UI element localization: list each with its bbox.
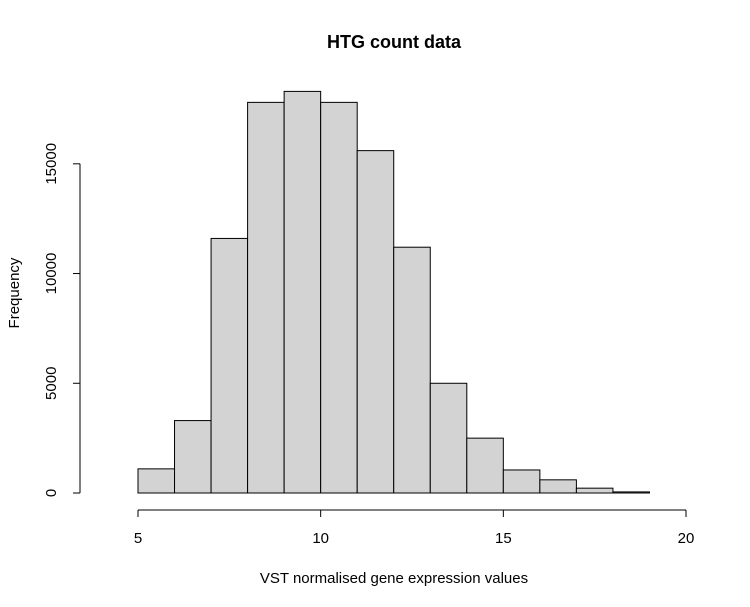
histogram-bar [247, 101, 285, 494]
histogram-bar [356, 150, 395, 494]
histogram-bar [429, 382, 468, 494]
histogram-bar [466, 437, 504, 494]
x-axis: 5 10 15 20 [134, 509, 695, 547]
x-tick-label: 5 [134, 530, 142, 547]
y-tick-label: 5000 [43, 367, 60, 400]
chart-title: HTG count data [327, 32, 462, 52]
bars-group [137, 90, 650, 494]
x-tick-label: 15 [495, 530, 512, 547]
histogram-bar [612, 491, 650, 494]
y-tick-label: 15000 [43, 143, 60, 185]
histogram-bar [137, 468, 176, 494]
x-tick-label: 20 [678, 530, 695, 547]
y-axis: 0 5000 10000 15000 [43, 143, 81, 497]
x-axis-label: VST normalised gene expression values [260, 570, 528, 587]
histogram-bar [393, 246, 431, 494]
histogram-bar [174, 420, 212, 494]
y-axis-label: Frequency [6, 257, 23, 328]
histogram-bar [539, 479, 577, 494]
y-tick-label: 10000 [43, 253, 60, 295]
histogram-bar [210, 237, 249, 494]
x-tick-label: 10 [312, 530, 329, 547]
histogram-bar [575, 487, 614, 494]
y-tick-label: 0 [43, 489, 60, 497]
histogram-bar [283, 90, 322, 494]
histogram-bar [320, 101, 358, 494]
histogram-bar [502, 469, 541, 494]
